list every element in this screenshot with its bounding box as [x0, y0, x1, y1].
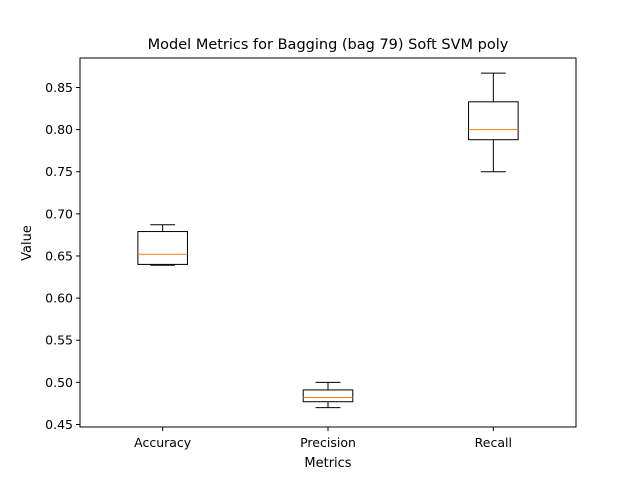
- y-axis-label: Value: [20, 225, 35, 261]
- y-tick-label: 0.70: [45, 206, 73, 221]
- iqr-box: [302, 389, 354, 403]
- x-tick-label: Precision: [300, 435, 356, 450]
- y-tick-label: 0.50: [45, 375, 73, 390]
- box-recall: [468, 72, 519, 173]
- box-series: [137, 72, 519, 409]
- y-tick-label: 0.65: [45, 248, 73, 263]
- y-tick-label: 0.75: [45, 164, 73, 179]
- y-tick-label: 0.55: [45, 333, 73, 348]
- y-tick-label: 0.60: [45, 291, 73, 306]
- x-tick-label: Recall: [475, 435, 512, 450]
- x-axis-label: Metrics: [304, 456, 351, 471]
- y-tick-label: 0.85: [45, 80, 73, 95]
- box-accuracy: [137, 224, 188, 266]
- chart-title: Model Metrics for Bagging (bag 79) Soft …: [148, 37, 509, 53]
- box-precision: [302, 381, 354, 409]
- y-tick-label: 0.45: [45, 417, 73, 432]
- y-tick-label: 0.80: [45, 122, 73, 137]
- x-tick-label: Accuracy: [134, 435, 192, 450]
- axis-ticks: 0.45 0.50 0.55 0.60 0.65 0.70 0.75 0.80 0.85 Accu…: [45, 80, 512, 450]
- plot-frame: [79, 57, 577, 428]
- iqr-box: [137, 231, 188, 265]
- iqr-box: [468, 101, 519, 141]
